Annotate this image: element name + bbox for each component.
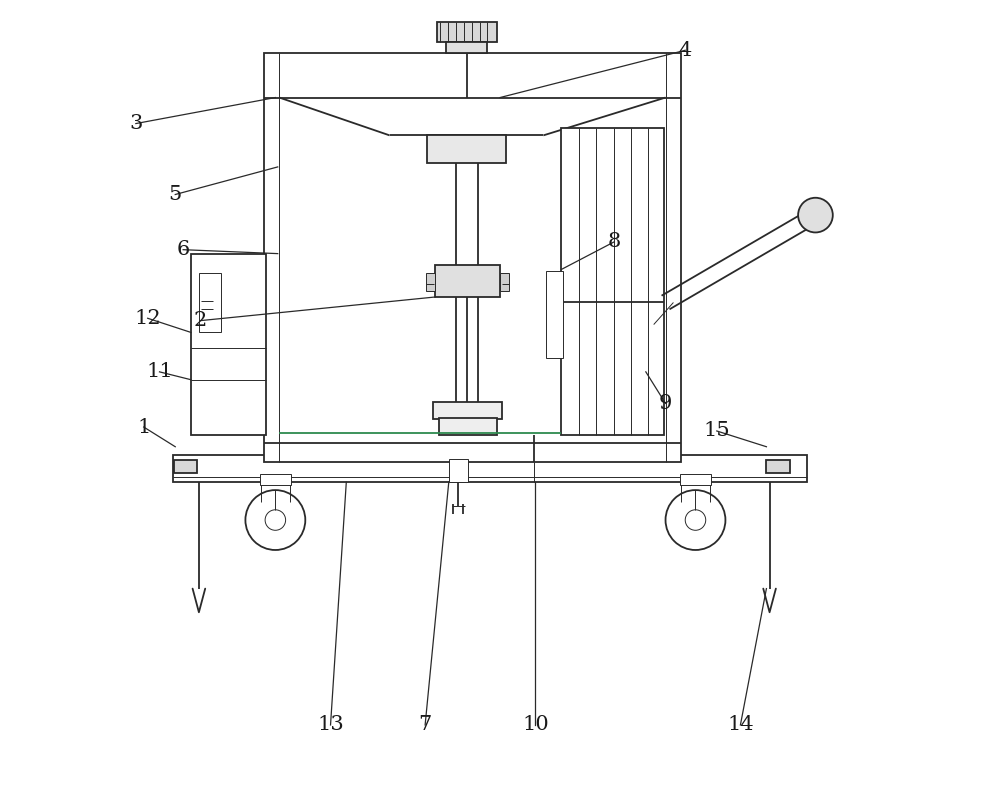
Bar xyxy=(433,402,502,419)
Bar xyxy=(199,274,221,332)
Bar xyxy=(191,254,266,435)
Bar xyxy=(173,455,807,483)
Bar xyxy=(264,53,681,463)
Text: 2: 2 xyxy=(194,311,207,330)
Circle shape xyxy=(798,198,833,233)
Text: 7: 7 xyxy=(418,716,432,735)
Text: 9: 9 xyxy=(659,394,672,413)
Text: 4: 4 xyxy=(679,41,692,60)
Bar xyxy=(426,274,435,290)
Circle shape xyxy=(245,490,305,550)
Bar xyxy=(449,459,468,483)
Circle shape xyxy=(265,509,286,530)
Text: 3: 3 xyxy=(129,114,143,133)
Circle shape xyxy=(666,490,725,550)
Bar xyxy=(427,134,506,163)
Bar xyxy=(437,22,497,43)
Bar xyxy=(766,460,790,473)
Bar xyxy=(500,274,509,290)
Circle shape xyxy=(685,509,706,530)
Text: 15: 15 xyxy=(703,422,730,441)
Text: 5: 5 xyxy=(169,185,182,204)
Polygon shape xyxy=(654,297,673,324)
Text: 1: 1 xyxy=(137,418,150,437)
Text: 10: 10 xyxy=(522,716,549,735)
Text: 8: 8 xyxy=(608,233,621,252)
Bar xyxy=(439,418,497,435)
Bar xyxy=(561,127,664,435)
Text: 14: 14 xyxy=(727,716,754,735)
Text: 13: 13 xyxy=(317,716,344,735)
Text: 11: 11 xyxy=(146,362,173,381)
Bar xyxy=(680,474,711,486)
Text: 6: 6 xyxy=(177,240,190,259)
Text: 12: 12 xyxy=(134,308,161,327)
Bar xyxy=(174,460,197,473)
Bar xyxy=(446,42,487,53)
Bar xyxy=(435,266,500,297)
Bar xyxy=(260,474,291,486)
Bar xyxy=(546,271,563,358)
